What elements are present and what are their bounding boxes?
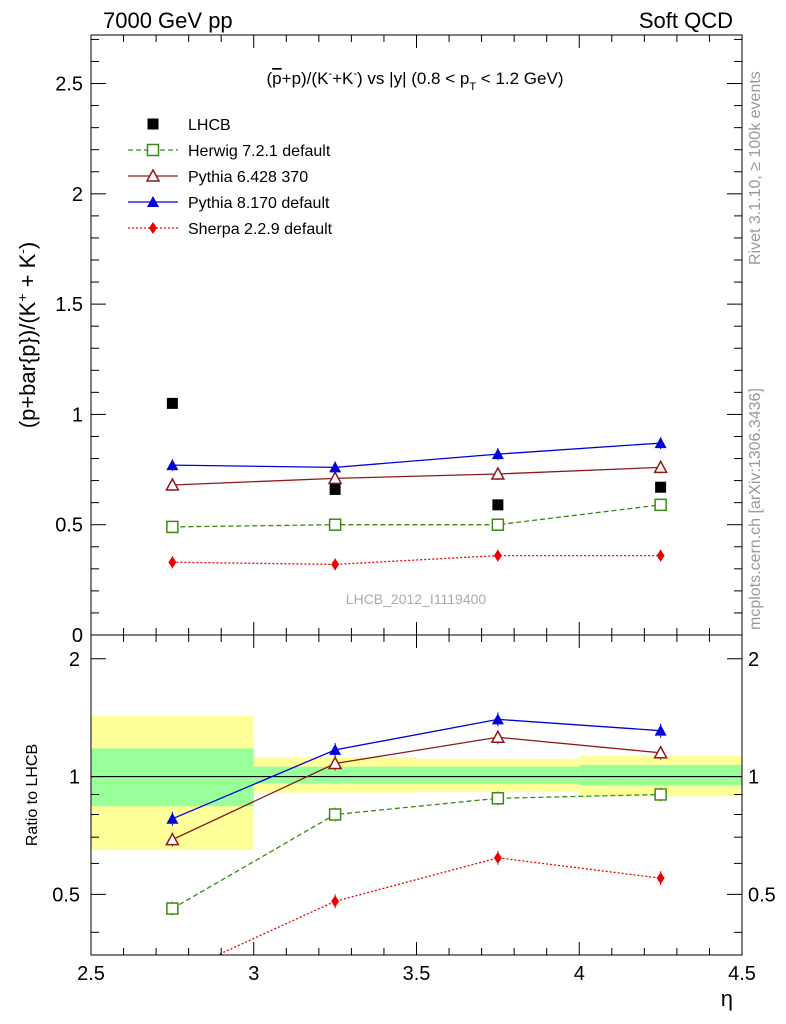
- x-tick-label: 3.5: [403, 963, 431, 985]
- data-point-sherpa-2-2-9-default: [168, 556, 177, 569]
- data-point-herwig-7-2-1-default: [328, 518, 342, 531]
- ratio-y-tick-label-left: 0.5: [52, 884, 80, 906]
- series-herwig-7-2-1-default: [166, 498, 667, 534]
- main-plot-title: (p+p)/(K-+K-) vs |y| (0.8 < pT < 1.2 GeV…: [267, 68, 564, 93]
- ratio-point-pythia-8-170-default: [654, 724, 667, 736]
- ratio-series-pythia-6-428-370: [165, 729, 668, 847]
- ratio-y-tick-label-left: 1: [69, 767, 80, 789]
- data-point-pythia-6-428-370: [653, 459, 668, 474]
- ratio-series-pythia-8-170-default: [166, 712, 667, 826]
- category-label: Soft QCD: [639, 8, 733, 33]
- legend-marker-lhcb: [147, 118, 159, 130]
- main-y-tick-label: 0: [72, 625, 83, 647]
- data-point-lhcb: [655, 481, 667, 493]
- legend-label-pythia-8-170-default: Pythia 8.170 default: [188, 195, 330, 212]
- legend: LHCB Herwig 7.2.1 default Pythia 6.428 370…: [128, 117, 333, 238]
- data-point-sherpa-2-2-9-default: [493, 549, 502, 562]
- ratio-point-herwig-7-2-1-default: [654, 788, 667, 801]
- ratio-y-tick-label-right: 0.5: [748, 884, 776, 906]
- ratio-line-pythia-6-428-370: [172, 736, 661, 841]
- ratio-point-pythia-8-170-default: [166, 812, 179, 824]
- ratio-point-sherpa-2-2-9-default: [168, 970, 176, 982]
- legend-marker-sherpa-2-2-9-default: [149, 222, 157, 234]
- ratio-line-sherpa-2-2-9-default: [215, 857, 661, 955]
- ratio-point-herwig-7-2-1-default: [166, 902, 179, 915]
- ratio-line-pythia-8-170-default: [172, 718, 661, 820]
- series-sherpa-2-2-9-default: [168, 549, 665, 571]
- ratio-point-sherpa-2-2-9-default: [331, 895, 340, 908]
- ratio-point-pythia-6-428-370: [327, 755, 343, 770]
- legend-marker-herwig-7-2-1-default: [146, 143, 160, 157]
- ratio-point-pythia-6-428-370: [165, 832, 180, 846]
- data-point-herwig-7-2-1-default: [491, 518, 505, 531]
- data-point-lhcb: [166, 397, 178, 409]
- ratio-point-pythia-8-170-default: [329, 743, 342, 755]
- series-pythia-8-170-default: [166, 437, 667, 474]
- main-y-tick-label: 0.5: [55, 515, 83, 537]
- ratio-inner-band-0: [91, 748, 254, 807]
- x-tick-label: 3: [248, 963, 259, 985]
- data-point-pythia-8-170-default: [654, 437, 667, 449]
- main-y-tick-label: 2.5: [55, 74, 83, 96]
- ratio-point-herwig-7-2-1-default: [328, 808, 342, 821]
- legend-label-lhcb: LHCB: [188, 117, 231, 134]
- legend-label-pythia-6-428-370: Pythia 6.428 370: [188, 169, 308, 186]
- main-y-tick-label: 1: [72, 404, 83, 426]
- legend-marker-pythia-8-170-default: [147, 196, 159, 207]
- x-tick-label: 4.5: [728, 963, 756, 985]
- energy-label: 7000 GeV pp: [103, 8, 233, 33]
- ratio-point-sherpa-2-2-9-default: [493, 851, 502, 864]
- ratio-plot-panel: 2.5 3 3.5 4 4.5 0.5 0.5 1 1 2 2: [52, 634, 776, 985]
- series-line-pythia-6-428-370: [172, 466, 661, 486]
- ratio-point-pythia-6-428-370: [653, 745, 668, 759]
- rivet-label: Rivet 3.1.10, ≥ 100k events: [747, 71, 764, 265]
- series-lhcb: [166, 397, 667, 511]
- ratio-point-pythia-6-428-370: [490, 729, 506, 744]
- ratio-point-pythia-8-170-default: [491, 713, 504, 725]
- main-plot-panel: 0 0.5 1 1.5 2 2.5 (p+p)/(K-+K-) vs |y| (0.8 <…: [55, 34, 743, 647]
- ratio-series-herwig-7-2-1-default: [166, 787, 667, 916]
- main-y-tick-label: 1.5: [55, 294, 83, 316]
- data-point-herwig-7-2-1-default: [654, 498, 667, 512]
- data-point-sherpa-2-2-9-default: [331, 558, 340, 571]
- series-pythia-6-428-370: [165, 459, 668, 491]
- legend-marker-pythia-6-428-370: [145, 168, 161, 182]
- ratio-y-tick-label-left: 2: [69, 649, 80, 671]
- data-point-pythia-8-170-default: [166, 459, 179, 471]
- series-line-pythia-8-170-default: [172, 442, 661, 469]
- data-point-lhcb: [492, 499, 504, 511]
- ratio-y-tick-label-right: 1: [748, 767, 759, 789]
- ratio-series-sherpa-2-2-9-default: [168, 850, 665, 982]
- legend-label-sherpa-2-2-9-default: Sherpa 2.2.9 default: [188, 221, 333, 238]
- data-point-lhcb: [329, 483, 341, 495]
- main-y-tick-label: 2: [72, 184, 83, 206]
- series-line-sherpa-2-2-9-default: [172, 554, 661, 566]
- ratio-inner-band-2: [416, 766, 580, 784]
- ratio-point-sherpa-2-2-9-default: [656, 872, 665, 885]
- ratio-inner-band-3: [579, 765, 742, 786]
- ratio-y-axis-label: Ratio to LHCB: [24, 744, 41, 846]
- data-point-pythia-8-170-default: [329, 461, 342, 473]
- ratio-point-herwig-7-2-1-default: [491, 792, 505, 805]
- x-axis-label: η: [721, 986, 733, 1011]
- mcplots-label: mcplots.cern.ch [arXiv:1306.3436]: [747, 388, 764, 630]
- main-y-axis-label: (p+bar{p})/(K+ + K-): [14, 242, 40, 429]
- data-point-pythia-6-428-370: [490, 466, 506, 480]
- ratio-line-herwig-7-2-1-default: [172, 793, 661, 910]
- data-point-sherpa-2-2-9-default: [656, 549, 665, 562]
- x-tick-label: 2.5: [77, 963, 105, 985]
- ratio-inner-band-1: [253, 766, 417, 784]
- analysis-watermark: LHCB_2012_I1119400: [346, 591, 487, 607]
- data-point-pythia-8-170-default: [491, 448, 504, 460]
- series-line-herwig-7-2-1-default: [172, 504, 661, 528]
- data-point-herwig-7-2-1-default: [166, 520, 179, 534]
- data-point-pythia-6-428-370: [327, 470, 343, 485]
- x-tick-label: 4: [574, 963, 585, 985]
- legend-label-herwig-7-2-1-default: Herwig 7.2.1 default: [188, 143, 331, 160]
- data-point-pythia-6-428-370: [165, 477, 180, 491]
- ratio-y-tick-label-right: 2: [748, 649, 759, 671]
